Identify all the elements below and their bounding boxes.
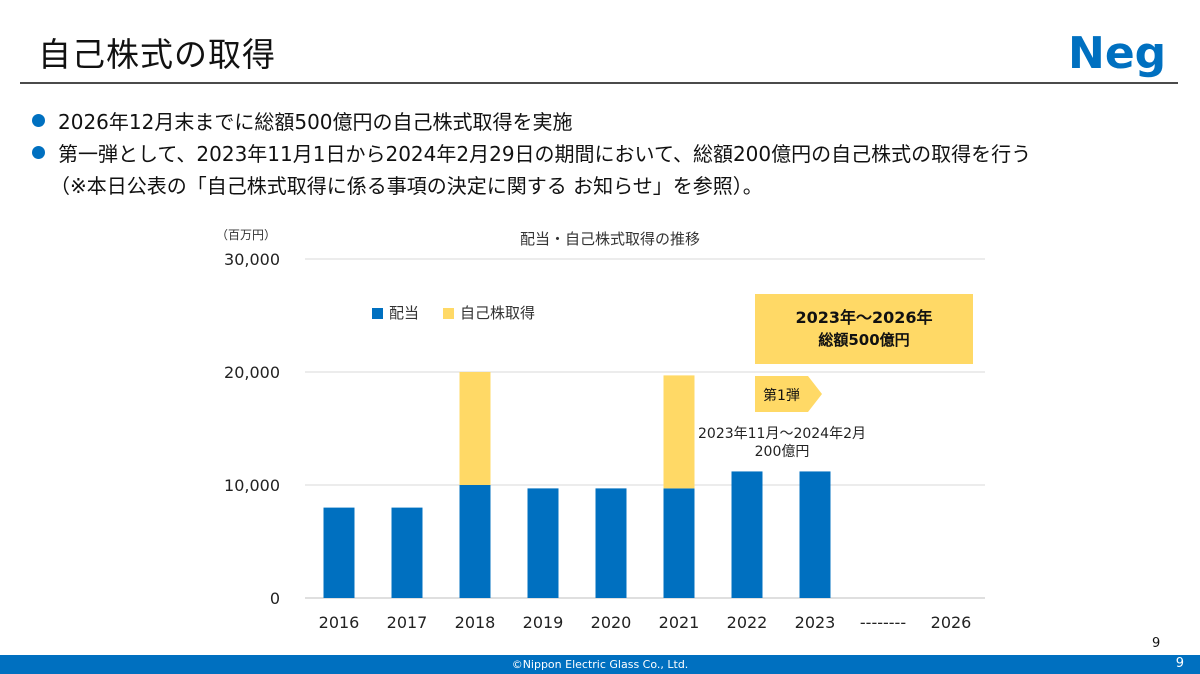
total-target-box: 2023年～2026年 総額500億円 xyxy=(755,294,973,364)
title-divider xyxy=(20,82,1178,84)
legend-swatch-buyback xyxy=(443,308,454,319)
bar-dividend-2020 xyxy=(595,488,627,598)
y-axis-unit-label: （百万円） xyxy=(216,228,276,242)
total-target-amount: 総額500億円 xyxy=(818,331,909,349)
total-target-period: 2023年～2026年 xyxy=(795,308,932,327)
bar-dividend-2016 xyxy=(323,507,355,598)
bar-buyback-2021 xyxy=(663,375,695,489)
legend-label-dividend: 配当 xyxy=(389,304,419,322)
bullet-note: （※本日公表の「自己株式取得に係る事項の決定に関する お知らせ」を参照）。 xyxy=(50,174,763,198)
y-tick-label: 0 xyxy=(270,589,280,608)
footer-bar: ©Nippon Electric Glass Co., Ltd. 9 xyxy=(0,655,1200,674)
y-tick-label: 20,000 xyxy=(224,363,280,382)
bar-buyback-2018 xyxy=(459,372,491,485)
phase-1-arrow: 第1弾 xyxy=(755,376,822,412)
bar-dividend-2019 xyxy=(527,488,559,598)
x-tick-label: 2016 xyxy=(319,613,360,632)
footer-copyright: ©Nippon Electric Glass Co., Ltd. xyxy=(511,658,689,671)
y-tick-label: 10,000 xyxy=(224,476,280,495)
x-tick-label: 2021 xyxy=(659,613,700,632)
x-tick-label: 2026 xyxy=(931,613,972,632)
bar-dividend-2023 xyxy=(799,471,831,598)
svg-text:Neg: Neg xyxy=(1068,28,1166,79)
page-title: 自己株式の取得 xyxy=(38,35,276,74)
bullet-icon xyxy=(32,146,45,159)
x-tick-label: -------- xyxy=(860,613,906,632)
bullet-item-2: 第一弾として、2023年11月1日から2024年2月29日の期間において、総額2… xyxy=(58,142,1032,166)
page-number: 9 xyxy=(1152,636,1161,651)
x-tick-label: 2018 xyxy=(455,613,496,632)
bar-dividend-2017 xyxy=(391,507,423,598)
legend-swatch-dividend xyxy=(372,308,383,319)
legend-label-buyback: 自己株取得 xyxy=(460,304,535,322)
x-tick-label: 2023 xyxy=(795,613,836,632)
x-tick-label: 2019 xyxy=(523,613,564,632)
phase-1-amount: 200億円 xyxy=(755,444,810,460)
dividend-buyback-chart: 0 10,000 20,000 30,000 2016 2017 2018 2019 2020… xyxy=(216,228,985,632)
total-target-box-bg xyxy=(755,294,973,364)
phase-1-arrow-shape xyxy=(755,376,822,412)
bar-dividend-2022 xyxy=(731,471,763,598)
bar-dividend-2018 xyxy=(459,485,491,598)
x-tick-label: 2020 xyxy=(591,613,632,632)
phase-1-label: 第1弾 xyxy=(763,387,800,404)
chart-legend: 配当 自己株取得 xyxy=(372,304,535,322)
chart-title: 配当・自己株式取得の推移 xyxy=(520,230,700,248)
neg-logo: Neg xyxy=(1068,28,1166,79)
x-tick-label: 2017 xyxy=(387,613,428,632)
bullet-icon xyxy=(32,114,45,127)
x-tick-label: 2022 xyxy=(727,613,768,632)
bar-dividend-2021 xyxy=(663,488,695,598)
bullet-item-1: 2026年12月末までに総額500億円の自己株式取得を実施 xyxy=(58,110,573,134)
footer-page-number: 9 xyxy=(1175,656,1184,671)
phase-1-period: 2023年11月～2024年2月 xyxy=(698,426,866,442)
y-tick-label: 30,000 xyxy=(224,250,280,269)
